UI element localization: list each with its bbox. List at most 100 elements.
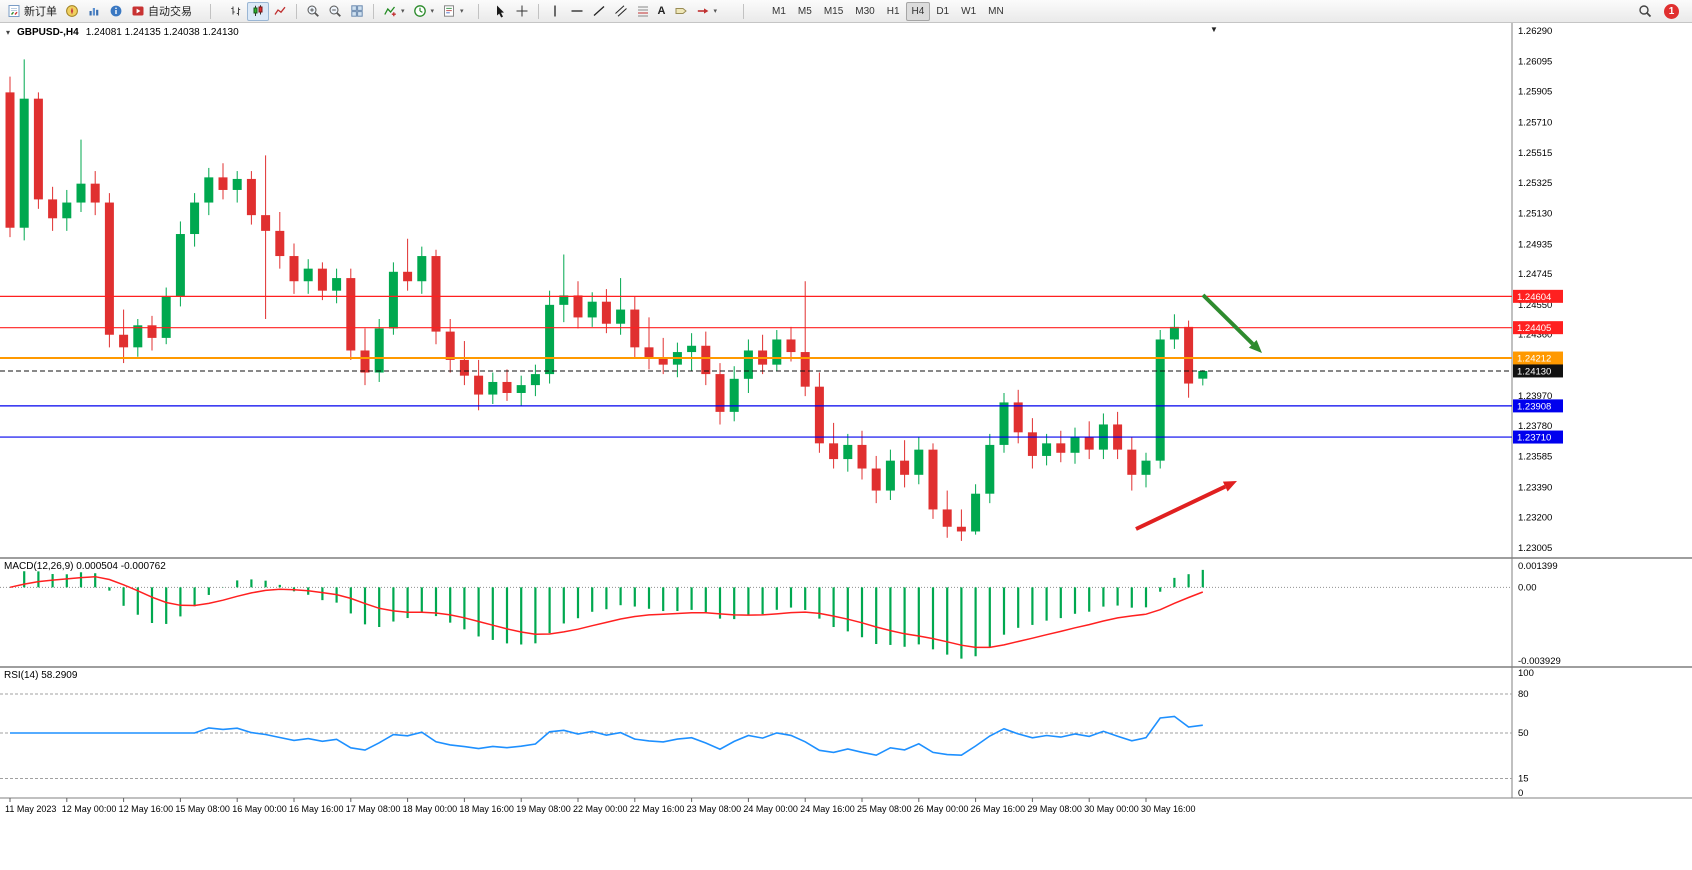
- macd-panel: 0.001399 0.00 -0.003929: [0, 561, 1561, 667]
- main-toolbar: 新订单 自动交易: [0, 0, 1692, 23]
- svg-text:1.24604: 1.24604: [1517, 292, 1551, 303]
- svg-text:22 May 00:00: 22 May 00:00: [573, 804, 628, 814]
- svg-text:1.24212: 1.24212: [1517, 354, 1551, 365]
- svg-text:26 May 16:00: 26 May 16:00: [971, 804, 1026, 814]
- bar-chart-type-button[interactable]: [225, 2, 247, 21]
- svg-text:100: 100: [1518, 668, 1534, 679]
- horizontal-line-icon: [570, 4, 584, 18]
- chevron-down-icon: ▾: [401, 8, 405, 15]
- templates-button[interactable]: ▾: [438, 2, 468, 21]
- svg-text:25 May 08:00: 25 May 08:00: [857, 804, 912, 814]
- shift-marker-icon: ▼: [1210, 25, 1218, 34]
- chart-ohlc-label: 1.24081 1.24135 1.24038 1.24130: [85, 27, 239, 38]
- text-button[interactable]: A: [654, 2, 670, 21]
- timeframe-button-m1[interactable]: M1: [766, 2, 792, 21]
- periods-icon: [413, 4, 427, 18]
- horizontal-line-button[interactable]: [566, 2, 588, 21]
- svg-text:18 May 16:00: 18 May 16:00: [459, 804, 514, 814]
- search-button[interactable]: [1634, 2, 1656, 21]
- svg-text:15 May 08:00: 15 May 08:00: [175, 804, 230, 814]
- new-order-label: 新订单: [24, 6, 57, 18]
- line-chart-type-icon: [273, 4, 287, 18]
- toolbar-separator: [296, 3, 297, 19]
- zoom-in-button[interactable]: [302, 2, 324, 21]
- price-axis[interactable]: 1.26290 1.26095 1.25905 1.25710 1.25515 1.253…: [1518, 26, 1552, 554]
- svg-text:30 May 16:00: 30 May 16:00: [1141, 804, 1196, 814]
- svg-text:1.24550: 1.24550: [1518, 300, 1552, 311]
- green-down-arrow[interactable]: [1201, 293, 1262, 353]
- timeframe-button-w1[interactable]: W1: [955, 2, 982, 21]
- svg-text:12 May 16:00: 12 May 16:00: [119, 804, 174, 814]
- svg-text:19 May 08:00: 19 May 08:00: [516, 804, 571, 814]
- charts-button[interactable]: [83, 2, 105, 21]
- new-order-button[interactable]: 新订单: [3, 2, 61, 21]
- candles-series: [5, 59, 1208, 541]
- oneclick-expand-icon[interactable]: ▾: [6, 28, 11, 37]
- svg-text:18 May 00:00: 18 May 00:00: [403, 804, 458, 814]
- shapes-button[interactable]: ▾: [692, 2, 722, 21]
- search-icon: [1638, 4, 1652, 18]
- svg-text:29 May 08:00: 29 May 08:00: [1027, 804, 1082, 814]
- compass-button[interactable]: [61, 2, 83, 21]
- svg-text:11 May 2023: 11 May 2023: [5, 804, 56, 814]
- annotations[interactable]: [1135, 293, 1262, 531]
- autotrade-button[interactable]: 自动交易: [127, 2, 196, 21]
- label-button[interactable]: [670, 2, 692, 21]
- svg-text:1.23200: 1.23200: [1518, 512, 1552, 523]
- timeframe-button-h4[interactable]: H4: [905, 1, 931, 21]
- svg-text:26 May 00:00: 26 May 00:00: [914, 804, 969, 814]
- toolbar-separator: [743, 3, 745, 19]
- timeframe-button-m5[interactable]: M5: [792, 2, 818, 21]
- svg-text:1.24405: 1.24405: [1517, 323, 1551, 334]
- svg-text:24 May 00:00: 24 May 00:00: [743, 804, 798, 814]
- timeframe-button-m15[interactable]: M15: [818, 2, 849, 21]
- chart-symbol-label: GBPUSD-,H4: [17, 27, 79, 38]
- autotrade-icon: [131, 4, 145, 18]
- svg-text:1.23970: 1.23970: [1518, 391, 1552, 402]
- toolbar-separator: [373, 3, 374, 19]
- timeframe-button-mn[interactable]: MN: [982, 2, 1010, 21]
- compass-icon: [65, 4, 79, 18]
- info-button[interactable]: [105, 2, 127, 21]
- shapes-icon: [696, 4, 710, 18]
- red-up-arrow[interactable]: [1135, 481, 1237, 531]
- svg-text:1.25515: 1.25515: [1518, 148, 1552, 159]
- bar-chart-type-icon: [229, 4, 243, 18]
- svg-text:0.001399: 0.001399: [1518, 561, 1558, 572]
- new-order-icon: [7, 4, 21, 18]
- vertical-line-button[interactable]: [544, 2, 566, 21]
- channel-button[interactable]: [610, 2, 632, 21]
- cursor-button[interactable]: [489, 2, 511, 21]
- svg-text:16 May 16:00: 16 May 16:00: [289, 804, 344, 814]
- zoom-out-button[interactable]: [324, 2, 346, 21]
- panel-dividers: [0, 23, 1692, 799]
- time-axis[interactable]: 11 May 2023 12 May 00:00 12 May 16:00 15 Ma…: [5, 798, 1196, 814]
- line-chart-type-button[interactable]: [269, 2, 291, 21]
- crosshair-button[interactable]: [511, 2, 533, 21]
- svg-text:0.00: 0.00: [1518, 582, 1537, 593]
- rsi-label: RSI(14) 58.2909: [4, 670, 78, 681]
- timeframe-button-h1[interactable]: H1: [881, 2, 906, 21]
- tile-windows-icon: [350, 4, 364, 18]
- svg-text:1.24745: 1.24745: [1518, 269, 1552, 280]
- toolbar-separator: [537, 3, 539, 19]
- svg-text:30 May 00:00: 30 May 00:00: [1084, 804, 1139, 814]
- trendline-button[interactable]: [588, 2, 610, 21]
- fibonacci-icon: [636, 4, 650, 18]
- vertical-line-icon: [548, 4, 562, 18]
- notification-badge[interactable]: 1: [1664, 3, 1679, 19]
- chart-canvas[interactable]: 1.26290 1.26095 1.25905 1.25710 1.25515 1.253…: [0, 23, 1692, 865]
- timeframe-button-m30[interactable]: M30: [849, 2, 880, 21]
- fibonacci-button[interactable]: [632, 2, 654, 21]
- periods-button[interactable]: ▾: [409, 2, 439, 21]
- crosshair-icon: [515, 4, 529, 18]
- zoom-out-icon: [328, 4, 342, 18]
- candlestick-type-button[interactable]: [247, 1, 269, 21]
- timeframe-button-d1[interactable]: D1: [930, 2, 955, 21]
- text-tool-icon: A: [657, 5, 666, 17]
- indicators-button[interactable]: ▾: [379, 2, 409, 21]
- rsi-panel: 100 80 50 15 0: [0, 668, 1534, 799]
- tile-windows-button[interactable]: [346, 2, 368, 21]
- svg-text:1.25130: 1.25130: [1518, 209, 1552, 220]
